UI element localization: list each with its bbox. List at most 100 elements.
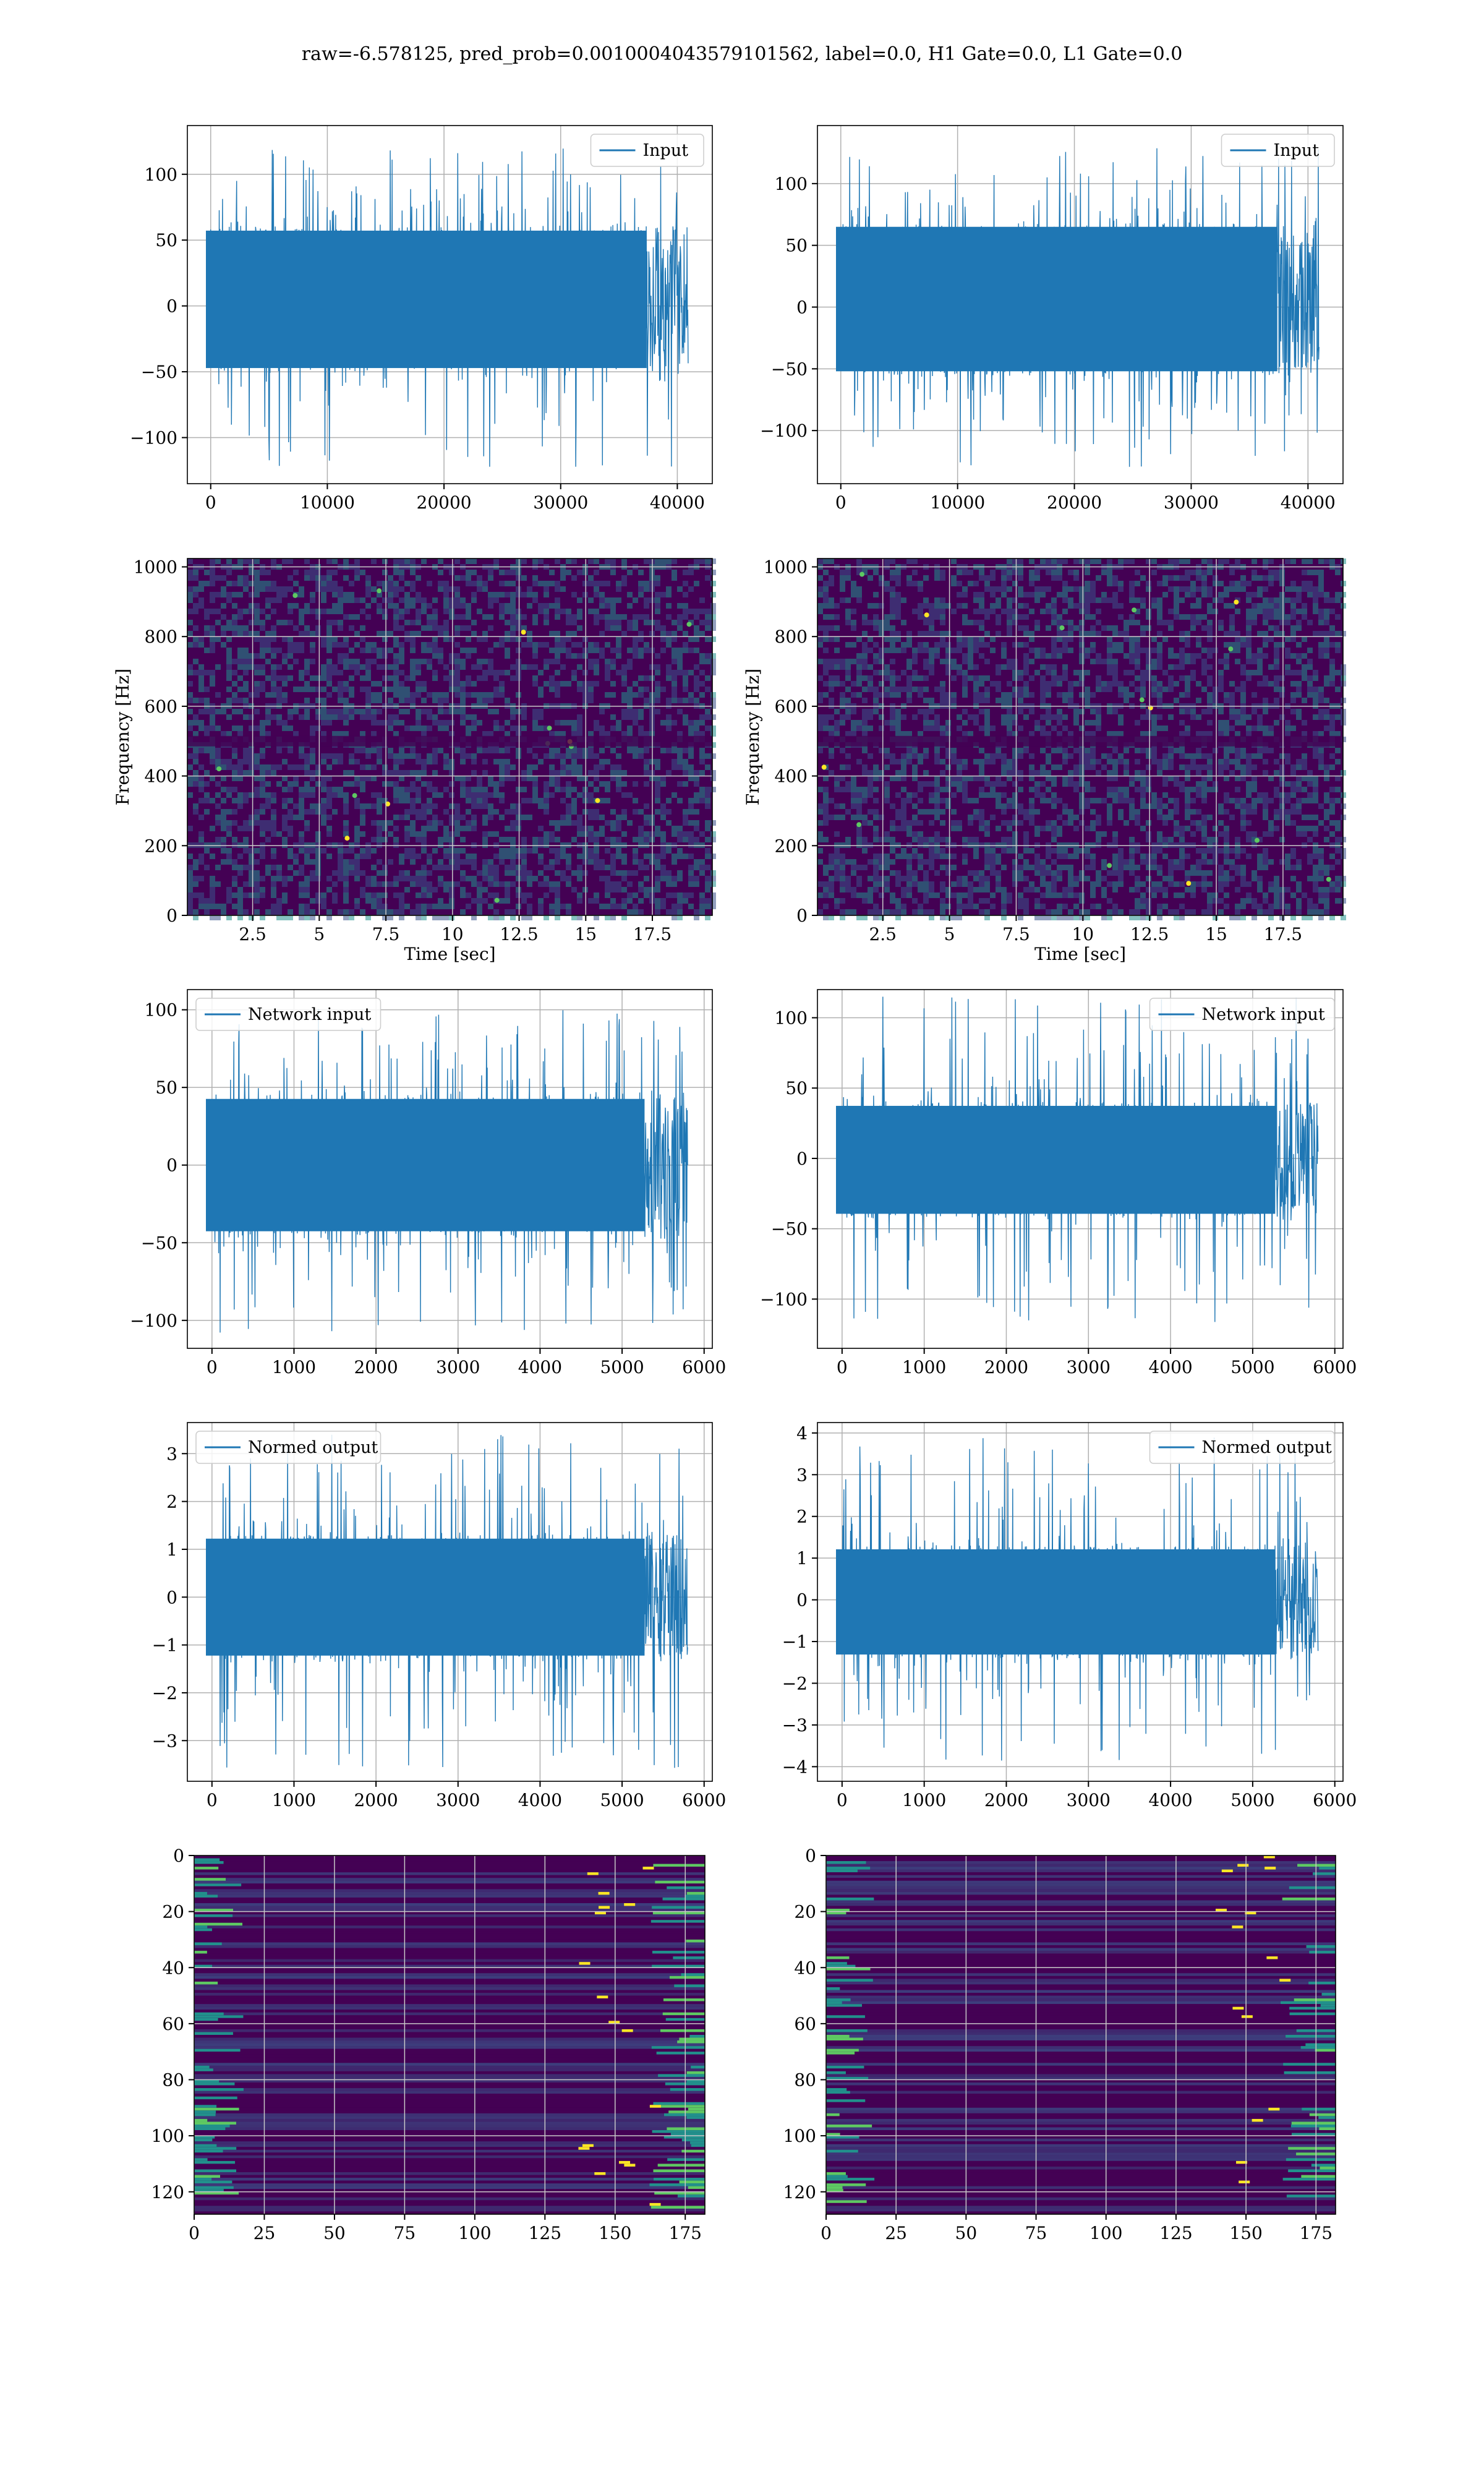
- heatmap-cell: [421, 915, 427, 920]
- heatmap-cell: [1174, 653, 1179, 659]
- heatmap-cell: [516, 575, 521, 581]
- heatmap-cell: [210, 887, 215, 892]
- heatmap-cell: [198, 815, 204, 820]
- heatmap-cell: [817, 675, 823, 681]
- heatmap-cell: [260, 642, 265, 648]
- heatmap-cell: [332, 603, 338, 609]
- heatmap-cell: [260, 809, 265, 815]
- heatmap-cell: [538, 859, 544, 865]
- heatmap-cell: [594, 764, 599, 770]
- heatmap-cell: [1107, 559, 1112, 564]
- heatmap-cell: [923, 675, 929, 681]
- heatmap-cell: [1007, 559, 1012, 564]
- heatmap-cell: [365, 842, 371, 848]
- heatmap-cell: [443, 887, 449, 892]
- heatmap-cell: [644, 698, 649, 703]
- heatmap-cell: [566, 653, 571, 659]
- heatmap-cell: [1190, 570, 1196, 575]
- heatmap-cell: [621, 675, 627, 681]
- heatmap-cell: [410, 770, 416, 776]
- heatmap-cell: [945, 642, 951, 648]
- heatmap-cell: [571, 670, 577, 675]
- heatmap-cell: [666, 714, 672, 720]
- heatmap-cell: [1257, 726, 1263, 731]
- heatmap-cell: [254, 570, 260, 575]
- heatmap-cell: [516, 620, 521, 625]
- heatmap-cell: [1274, 653, 1279, 659]
- heatmap-cell: [895, 720, 901, 726]
- heatmap-cell: [677, 798, 683, 803]
- heatmap-cell: [577, 664, 582, 670]
- heatmap-cell: [862, 714, 868, 720]
- heatmap-cell: [868, 603, 873, 609]
- heatmap-cell: [471, 559, 477, 564]
- heatmap-cell: [1179, 636, 1185, 642]
- heatmap-cell: [973, 648, 979, 653]
- heatmap-cell: [616, 787, 621, 792]
- heatmap-cell: [1290, 692, 1296, 698]
- heatmap-cell: [315, 842, 321, 848]
- heatmap-cell: [260, 620, 265, 625]
- heatmap-cell: [321, 848, 326, 854]
- heatmap-cell: [594, 642, 599, 648]
- heatmap-cell: [388, 631, 393, 636]
- heatmap-cell: [349, 848, 354, 854]
- heatmap-cell: [1124, 625, 1129, 631]
- heatmap-cell: [1085, 597, 1090, 603]
- heatmap-cell: [198, 781, 204, 787]
- heatmap-cell: [488, 859, 493, 865]
- heatmap-cell: [677, 603, 683, 609]
- heatmap-cell: [1224, 659, 1229, 664]
- heatmap-cell: [443, 720, 449, 726]
- heatmap-cell: [1196, 636, 1201, 642]
- heatmap-cell: [940, 759, 945, 764]
- heatmap-cell: [288, 798, 293, 803]
- heatmap-cell: [237, 653, 243, 659]
- heatmap-cell: [399, 787, 404, 792]
- heatmap-cell: [1290, 614, 1296, 620]
- heatmap-cell: [1335, 748, 1341, 753]
- heatmap-cell: [1313, 687, 1318, 692]
- heatmap-cell: [505, 887, 510, 892]
- heatmap-cell: [1190, 764, 1196, 770]
- heatmap-cell: [505, 809, 510, 815]
- heatmap-cell: [1207, 709, 1213, 714]
- heatmap-cell: [510, 915, 516, 920]
- heatmap-cell: [616, 854, 621, 859]
- heatmap-cell: [354, 614, 360, 620]
- heatmap-cell: [260, 820, 265, 826]
- heatmap-cell: [232, 892, 237, 898]
- heatmap-cell: [1129, 597, 1135, 603]
- heatmap-cell: [471, 681, 477, 687]
- heatmap-cell: [683, 687, 688, 692]
- heatmap-cell: [198, 904, 204, 909]
- heatmap-cell: [979, 603, 984, 609]
- heatmap-cell: [633, 648, 638, 653]
- heatmap-cell: [710, 703, 716, 709]
- heatmap-cell: [856, 720, 862, 726]
- heatmap-cell: [890, 631, 895, 636]
- heatmap-cell: [672, 859, 677, 865]
- heatmap-cell: [365, 714, 371, 720]
- heatmap-cell: [1302, 698, 1307, 703]
- heatmap-cell: [1151, 726, 1157, 731]
- heatmap-cell: [1313, 748, 1318, 753]
- heatmap-cell: [945, 659, 951, 664]
- heatmap-cell: [1290, 726, 1296, 731]
- heatmap-cell: [471, 648, 477, 653]
- heatmap-cell: [1151, 731, 1157, 737]
- heatmap-cell: [237, 803, 243, 809]
- heatmap-cell: [694, 698, 699, 703]
- heatmap-cell: [560, 848, 566, 854]
- heatmap-cell: [571, 915, 577, 920]
- heatmap-cell: [521, 876, 527, 881]
- heatmap-cell: [404, 826, 410, 831]
- heatmap-cell: [371, 848, 377, 854]
- heatmap-cell: [1085, 687, 1090, 692]
- heatmap-cell: [694, 881, 699, 887]
- heatmap-cell: [884, 586, 890, 592]
- heatmap-cell: [382, 870, 388, 876]
- heatmap-cell: [873, 620, 879, 625]
- heatmap-cell: [660, 809, 666, 815]
